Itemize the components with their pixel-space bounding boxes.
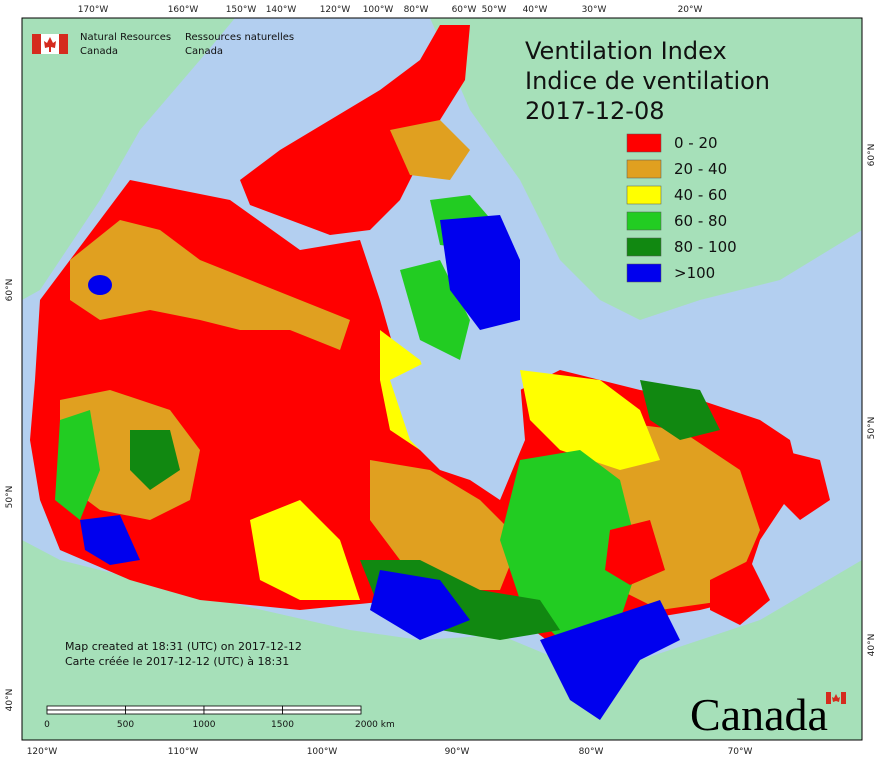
scale-label: 2000 km xyxy=(355,720,395,730)
longitude-label: 70°W xyxy=(728,747,753,757)
scale-segment xyxy=(203,705,283,711)
zone xyxy=(520,370,660,470)
org-en: Canada xyxy=(80,46,118,57)
latitude-label: 40°N xyxy=(867,634,877,657)
scale-segment xyxy=(46,709,126,715)
scale-segment xyxy=(203,709,283,715)
longitude-label: 20°W xyxy=(678,5,703,15)
scale-segment xyxy=(125,709,205,715)
zone xyxy=(710,560,770,625)
scale-segment xyxy=(46,705,126,711)
longitude-label: 100°W xyxy=(307,747,338,757)
longitude-label: 60°W xyxy=(452,5,477,15)
longitude-label: 120°W xyxy=(320,5,351,15)
scale-label: 1000 xyxy=(193,720,216,730)
longitude-label: 120°W xyxy=(27,747,58,757)
zone xyxy=(88,275,112,295)
zone xyxy=(240,25,470,235)
scale-segment xyxy=(282,709,362,715)
government-signature: Natural Resources Canada Ressources natu… xyxy=(32,32,294,57)
latitude-label: 60°N xyxy=(5,279,15,302)
scale-label: 500 xyxy=(117,720,134,730)
latitude-label: 40°N xyxy=(5,689,15,712)
date: 2017-12-08 xyxy=(525,97,664,125)
latitude-label: 50°N xyxy=(5,486,15,509)
longitude-label: 40°W xyxy=(523,5,548,15)
legend-swatch xyxy=(626,185,662,205)
legend-label: 0 - 20 xyxy=(674,134,718,152)
org-fr: Canada xyxy=(185,46,223,57)
legend-swatch xyxy=(626,237,662,257)
canada-wordmark: Canada xyxy=(690,689,846,740)
legend-label: >100 xyxy=(674,264,715,282)
longitude-label: 100°W xyxy=(363,5,394,15)
flag-band xyxy=(32,34,41,54)
zone xyxy=(780,450,830,520)
zone xyxy=(250,500,360,600)
legend-label: 20 - 40 xyxy=(674,160,727,178)
legend-swatch xyxy=(626,159,662,179)
alaska-russia xyxy=(22,18,235,300)
graticule-labels: 170°W 160°W 150°W 140°W 120°W 100°W 80°W 60°W 50… xyxy=(5,5,877,757)
footer: Map created at 18:31 (UTC) on 2017-12-12 xyxy=(65,640,302,653)
united-states xyxy=(22,540,862,740)
zone xyxy=(540,600,680,720)
flag-band xyxy=(826,692,831,704)
longitude-label: 90°W xyxy=(445,747,470,757)
scale-bar: 0 500 1000 1500 2000 km xyxy=(44,705,395,730)
flag-band xyxy=(59,34,68,54)
footer: Carte créée le 2017-12-12 (UTC) à 18:31 xyxy=(65,655,289,668)
longitude-label: 140°W xyxy=(266,5,297,15)
latitude-label: 60°N xyxy=(867,144,877,167)
legend: 0 - 20 20 - 40 40 - 60 60 - 80 80 - 100 >100 xyxy=(626,133,737,283)
scale-label: 0 xyxy=(44,720,50,730)
title: Indice de ventilation xyxy=(525,67,770,95)
scale-segment xyxy=(282,705,362,711)
scale-segment xyxy=(125,705,205,711)
zone xyxy=(130,430,180,490)
zone xyxy=(640,380,720,440)
legend-label: 60 - 80 xyxy=(674,212,727,230)
zone xyxy=(605,520,665,585)
zone xyxy=(370,570,470,640)
longitude-label: 150°W xyxy=(226,5,257,15)
longitude-label: 50°W xyxy=(482,5,507,15)
legend-swatch xyxy=(626,211,662,231)
hudson-bay xyxy=(390,360,525,500)
latitude-label: 50°N xyxy=(867,417,877,440)
zone xyxy=(70,220,350,350)
legend-swatch xyxy=(626,263,662,283)
org-fr: Ressources naturelles xyxy=(185,32,294,43)
longitude-label: 110°W xyxy=(168,747,199,757)
maple-leaf xyxy=(832,694,840,702)
zone xyxy=(390,120,470,180)
wordmark: Canada xyxy=(690,689,828,740)
zone xyxy=(80,515,140,565)
longitude-label: 160°W xyxy=(168,5,199,15)
zone xyxy=(500,450,640,640)
legend-label: 80 - 100 xyxy=(674,238,737,256)
zone xyxy=(55,410,100,520)
longitude-label: 80°W xyxy=(579,747,604,757)
title: Ventilation Index xyxy=(525,37,727,65)
longitude-label: 170°W xyxy=(78,5,109,15)
longitude-label: 80°W xyxy=(404,5,429,15)
longitude-label: 30°W xyxy=(582,5,607,15)
zone xyxy=(440,215,520,330)
zone xyxy=(370,460,520,590)
legend-swatch xyxy=(626,133,662,153)
map-frame xyxy=(21,17,863,741)
org-en: Natural Resources xyxy=(80,32,171,43)
maple-leaf xyxy=(44,37,56,52)
scale-label: 1500 xyxy=(271,720,294,730)
flag-band xyxy=(841,692,846,704)
legend-label: 40 - 60 xyxy=(674,186,727,204)
